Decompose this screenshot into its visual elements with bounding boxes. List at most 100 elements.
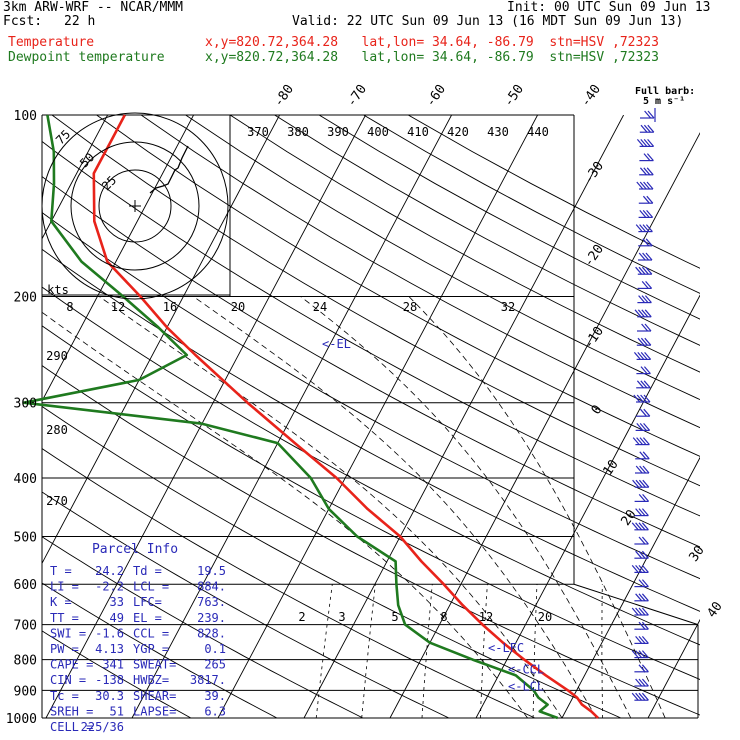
isotherm-line [131,115,452,718]
mixing-ratio-label: 5 [391,610,398,624]
pressure-tick-label: 500 [14,530,37,545]
wind-barb [640,110,655,119]
parcel-field-value: 884. [197,580,226,594]
wind-barb [632,479,650,488]
pressure-tick-label: 300 [14,397,37,412]
parcel-field-label: Td = [133,564,162,578]
parcel-field-label: SWI = [50,626,86,640]
theta-left-label: 280 [46,423,68,437]
dry-adiabat-line [185,115,700,401]
hodograph-ring-label: 75 [53,127,73,147]
dry-adiabat-line [42,175,700,548]
isotherm-line [42,115,280,565]
wind-barb [634,494,650,502]
mixing-ratio-label: 8 [66,300,73,314]
dry-adiabat-line [42,448,536,718]
dry-adiabat-line [96,115,700,457]
parcel-field-value: 24.2 [95,564,124,578]
parcel-field-value: 763. [197,595,226,609]
wind-barb [636,337,652,346]
parcel-field-value: -138 [95,673,124,687]
mixing-ratio-line [601,584,603,718]
wind-barb [636,380,651,389]
parcel-field-value: -1.6 [95,626,124,640]
parcel-field-value: 39. [204,689,226,703]
dry-adiabat-line [140,115,700,429]
wind-barb [634,508,649,517]
isotherm-label: 30 [686,543,707,564]
parcel-field-label: LCL = [133,580,169,594]
dry-adiabat-line [42,140,700,517]
wind-barb [638,210,654,218]
isotherm-label: -30 [581,159,607,187]
mixing-ratio-line [361,584,376,718]
mixing-ratio-label: 28 [403,300,417,314]
parcel-field-value: 341 [102,658,124,672]
theta-label: 440 [527,125,549,139]
parcel-field-value: 51 [110,704,124,718]
parcel-field-label: CCL = [133,626,169,640]
pressure-tick-label: 1000 [6,712,37,727]
theta-label: 420 [447,125,469,139]
parcel-field-label: LFC= [133,595,162,609]
parcel-field-value: 6.3 [204,704,226,718]
wind-barb [632,437,650,446]
model-title: 3km ARW-WRF -- NCAR/MMM [3,0,184,15]
isotherm-label: -60 [423,82,449,110]
isotherm-label: -50 [501,82,527,110]
parcel-field-label: SWEAT= [133,658,176,672]
pressure-tick-label: 100 [14,109,37,124]
hodograph-ring [98,169,172,243]
mixing-ratio-line [421,584,433,718]
parcel-field-label: T = [50,564,72,578]
parcel-info: Parcel Info T = 24.2 Td = 19.5 LI = -2.2 LCL = 8… [50,542,226,734]
wind-barb [631,607,649,616]
wind-barb [634,593,649,602]
isotherm-line [42,115,108,240]
wind-barb [637,295,652,304]
wind-barb [631,522,649,531]
wind-barb [635,408,651,417]
parcel-field-value: 49 [110,611,124,625]
isotherm-label: 0 [589,402,606,417]
wind-barb [635,465,650,474]
wind-barb [634,536,649,545]
parcel-field-value: 239. [197,611,226,625]
pressure-tick-label: 400 [14,472,37,487]
parcel-field-label: EL = [133,611,162,625]
isotherm-line [217,115,538,718]
wind-barb [638,252,653,261]
isotherm-line [475,294,700,718]
parcel-field-value: 0.1 [204,642,226,656]
parcel-field-value: -2.2 [95,580,124,594]
init-time: Init: 00 UTC Sun 09 Jun 13 [507,0,711,15]
parcel-field-label: Tc = [50,689,79,703]
isotherm-line [45,115,366,718]
isotherm-label: 20 [618,507,639,528]
wind-barb [634,636,649,645]
wind-barb [634,664,649,673]
isotherm-label: 10 [600,457,621,478]
hodograph-ring [70,141,200,271]
parcel-field-value: 30.3 [95,689,124,703]
wind-barb [634,579,649,588]
parcel-field-label: TT = [50,611,79,625]
isotherm-line [303,115,624,718]
isotherm-label: 40 [704,599,725,620]
isotherm-label: -10 [581,324,607,352]
wind-barb [633,394,651,403]
dry-adiabat-line [318,115,700,320]
dewpoint-legend: Dewpoint temperature [8,50,165,65]
pressure-tick-label: 800 [14,654,37,669]
wind-barb [634,678,649,687]
parcel-field-label: YGP = [133,642,169,656]
pressure-tick-label: 200 [14,291,37,306]
wind-barb [635,266,653,275]
level-marker-lcl: <-LCL [508,680,544,694]
parcel-field-label: LI = [50,580,79,594]
isotherm-line [389,132,700,718]
curves-layer [22,114,600,720]
diagram-lines [42,115,700,718]
parcel-field-label: CELL = [50,720,93,734]
